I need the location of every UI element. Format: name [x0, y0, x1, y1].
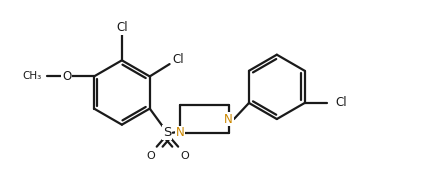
Text: Cl: Cl [116, 21, 128, 34]
Text: CH₃: CH₃ [22, 71, 42, 81]
Text: N: N [224, 112, 233, 126]
Text: Cl: Cl [335, 96, 347, 110]
Text: N: N [176, 126, 185, 139]
Text: S: S [163, 126, 172, 139]
Text: O: O [146, 151, 155, 161]
Text: Cl: Cl [173, 53, 184, 66]
Text: O: O [180, 151, 189, 161]
Text: O: O [62, 70, 71, 83]
